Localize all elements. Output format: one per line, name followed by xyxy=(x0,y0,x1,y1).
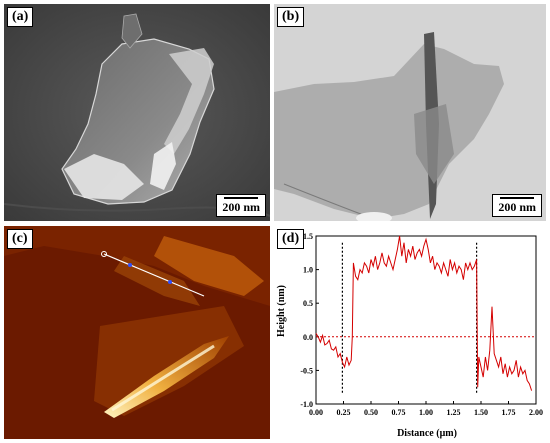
afm-image-panel: (c) xyxy=(4,226,270,439)
plot-frame xyxy=(315,235,537,405)
afm-image xyxy=(4,226,270,439)
panel-a-scale-bar: 200 nm xyxy=(216,194,266,217)
y-tick-label: 0.5 xyxy=(303,299,313,308)
x-tick-label: 0.75 xyxy=(392,408,406,417)
y-tick-label: 1.5 xyxy=(303,232,313,241)
x-tick-label: 1.25 xyxy=(447,408,461,417)
height-profile-line xyxy=(315,235,533,391)
scale-bar-line xyxy=(500,197,535,199)
sem-image-panel: (a) 200 nm xyxy=(4,4,270,221)
panel-a-label: (a) xyxy=(7,7,34,27)
y-tick-label: 0.0 xyxy=(303,333,313,342)
x-tick-label: 0.25 xyxy=(337,408,351,417)
y-tick-label: -1.0 xyxy=(300,400,313,409)
x-tick-label: 0.00 xyxy=(309,408,323,417)
panel-a-scale-text: 200 nm xyxy=(222,200,260,214)
scale-bar-line xyxy=(224,197,259,199)
tem-image-panel: (b) 200 nm xyxy=(274,4,546,221)
x-axis-label: Distance (μm) xyxy=(397,428,457,439)
x-tick-label: 1.75 xyxy=(502,408,516,417)
panel-b-label: (b) xyxy=(277,7,305,27)
x-tick-label: 2.00 xyxy=(529,408,543,417)
x-tick-label: 1.50 xyxy=(474,408,488,417)
height-profile-panel: 0.00 0.25 0.50 0.75 1.00 1.25 1.50 1.75 2.00 -1.0… xyxy=(274,226,546,439)
y-tick-label: -0.5 xyxy=(300,366,313,375)
height-profile-chart: 0.00 0.25 0.50 0.75 1.00 1.25 1.50 1.75 2.00 -1.0… xyxy=(276,232,543,439)
panel-b-scale-bar: 200 nm xyxy=(492,194,542,217)
y-axis-label: Height (nm) xyxy=(276,285,287,337)
panel-c-label: (c) xyxy=(7,229,33,249)
sem-image xyxy=(4,4,270,221)
y-tick-label: 1.0 xyxy=(303,266,313,275)
tem-image xyxy=(274,4,546,221)
panel-d-label: (d) xyxy=(277,229,305,249)
x-tick-label: 0.50 xyxy=(364,408,378,417)
panel-b-scale-text: 200 nm xyxy=(498,200,536,214)
x-tick-label: 1.00 xyxy=(419,408,433,417)
